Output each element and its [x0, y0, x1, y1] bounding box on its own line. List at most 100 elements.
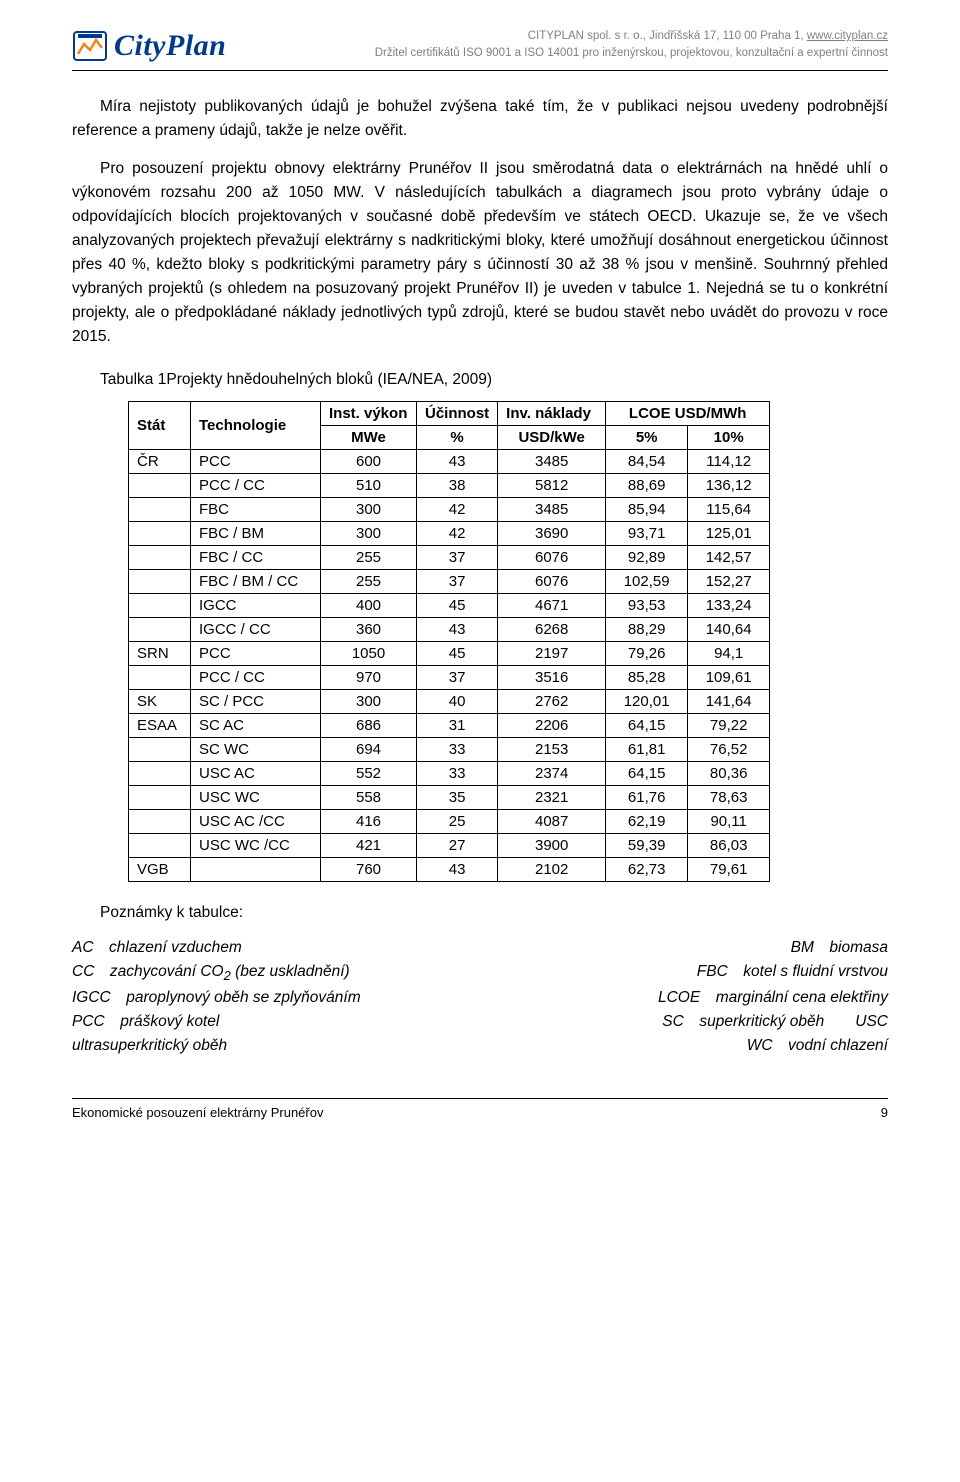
company-url-link[interactable]: www.cityplan.cz — [807, 30, 888, 42]
table-cell: 94,1 — [688, 642, 770, 666]
table-cell: 114,12 — [688, 450, 770, 474]
table-cell: VGB — [129, 858, 191, 882]
table-cell: 421 — [321, 834, 417, 858]
table-cell: 88,29 — [606, 618, 688, 642]
table-row: SRNPCC105045219779,2694,1 — [129, 642, 770, 666]
table-cell: 686 — [321, 714, 417, 738]
table-cell: USC AC — [191, 762, 321, 786]
table-cell — [129, 666, 191, 690]
table-cell: 102,59 — [606, 570, 688, 594]
table-row: IGCC / CC36043626888,29140,64 — [129, 618, 770, 642]
table-cell: 970 — [321, 666, 417, 690]
table-cell — [191, 858, 321, 882]
table-cell: 4671 — [498, 594, 606, 618]
legend-right: BM biomasa — [791, 936, 888, 960]
table-cell: 255 — [321, 546, 417, 570]
logo-block: CityPlan — [72, 28, 226, 64]
table-cell: ESAA — [129, 714, 191, 738]
table-row: FBC / BM30042369093,71125,01 — [129, 522, 770, 546]
table-cell: 2102 — [498, 858, 606, 882]
th-5pct: 5% — [606, 426, 688, 450]
table-row: USC AC55233237464,1580,36 — [129, 762, 770, 786]
legend-left: PCC práškový kotel — [72, 1010, 219, 1034]
table-cell: IGCC — [191, 594, 321, 618]
legend-left: CC zachycování CO2 (bez uskladnění) — [72, 960, 350, 986]
table-cell: 61,76 — [606, 786, 688, 810]
table-cell: PCC / CC — [191, 666, 321, 690]
table-cell: 3900 — [498, 834, 606, 858]
th-stat: Stát — [129, 402, 191, 450]
th-inv: Inv. náklady — [498, 402, 606, 426]
table-cell: 400 — [321, 594, 417, 618]
table-cell: 3485 — [498, 450, 606, 474]
table-cell: FBC / CC — [191, 546, 321, 570]
legend-line: ultrasuperkritický oběhWC vodní chlazení — [72, 1034, 888, 1058]
table-cell: 85,28 — [606, 666, 688, 690]
legend-line: PCC práškový kotel SC superkritický oběh … — [72, 1010, 888, 1034]
cert-line: Držitel certifikátů ISO 9001 a ISO 14001… — [375, 45, 888, 62]
table-cell: 109,61 — [688, 666, 770, 690]
legend-right: WC vodní chlazení — [747, 1034, 888, 1058]
legend-right: SC superkritický oběh USC — [662, 1010, 888, 1034]
table-cell: 25 — [417, 810, 498, 834]
table-body: ČRPCC60043348584,54114,12PCC / CC5103858… — [129, 450, 770, 882]
table-cell: 136,12 — [688, 474, 770, 498]
header-meta: CITYPLAN spol. s r. o., Jindřišská 17, 1… — [375, 28, 888, 61]
table-cell: 79,61 — [688, 858, 770, 882]
table-cell: 37 — [417, 666, 498, 690]
table-head-row-1: Stát Technologie Inst. výkon Účinnost In… — [129, 402, 770, 426]
table-cell: 4087 — [498, 810, 606, 834]
table-cell: 84,54 — [606, 450, 688, 474]
page-footer: Ekonomické posouzení elektrárny Prunéřov… — [72, 1098, 888, 1120]
table-cell: 125,01 — [688, 522, 770, 546]
projects-table: Stát Technologie Inst. výkon Účinnost In… — [128, 401, 770, 882]
table-cell: 93,71 — [606, 522, 688, 546]
body-text: Míra nejistoty publikovaných údajů je bo… — [72, 95, 888, 349]
table-cell: 760 — [321, 858, 417, 882]
table-cell: PCC — [191, 450, 321, 474]
table-cell: 43 — [417, 858, 498, 882]
th-tech: Technologie — [191, 402, 321, 450]
legend-left: AC chlazení vzduchem — [72, 936, 242, 960]
paragraph-1: Míra nejistoty publikovaných údajů je bo… — [72, 95, 888, 143]
table-cell: SC AC — [191, 714, 321, 738]
th-pct: % — [417, 426, 498, 450]
table-cell: 120,01 — [606, 690, 688, 714]
table-cell: 43 — [417, 450, 498, 474]
table-cell: 2153 — [498, 738, 606, 762]
table-row: SKSC / PCC300402762120,01141,64 — [129, 690, 770, 714]
table-row: PCC / CC97037351685,28109,61 — [129, 666, 770, 690]
table-cell: 45 — [417, 642, 498, 666]
table-row: FBC30042348585,94115,64 — [129, 498, 770, 522]
table-cell: SC / PCC — [191, 690, 321, 714]
table-cell: 31 — [417, 714, 498, 738]
table-cell: 90,11 — [688, 810, 770, 834]
table-cell: 76,52 — [688, 738, 770, 762]
table-cell — [129, 738, 191, 762]
table-row: FBC / BM / CC255376076102,59152,27 — [129, 570, 770, 594]
table-row: IGCC40045467193,53133,24 — [129, 594, 770, 618]
table-cell: 2762 — [498, 690, 606, 714]
table-row: ČRPCC60043348584,54114,12 — [129, 450, 770, 474]
legend-right: LCOE marginální cena elektřiny — [658, 986, 888, 1010]
table-cell: SC WC — [191, 738, 321, 762]
table-cell: 42 — [417, 498, 498, 522]
legend-right: FBC kotel s fluidní vrstvou — [697, 960, 888, 986]
table-cell: 6268 — [498, 618, 606, 642]
table-cell: 79,26 — [606, 642, 688, 666]
legend-line: CC zachycování CO2 (bez uskladnění) FBC k… — [72, 960, 888, 986]
table-row: SC WC69433215361,8176,52 — [129, 738, 770, 762]
table-cell: 61,81 — [606, 738, 688, 762]
table-cell: 80,36 — [688, 762, 770, 786]
table-cell: 142,57 — [688, 546, 770, 570]
table-cell: 43 — [417, 618, 498, 642]
table-cell — [129, 522, 191, 546]
company-address-line: CITYPLAN spol. s r. o., Jindřišská 17, 1… — [375, 28, 888, 45]
table-cell: 510 — [321, 474, 417, 498]
legend-line: AC chlazení vzduchem BM biomasa — [72, 936, 888, 960]
table-cell: 45 — [417, 594, 498, 618]
table-cell: 300 — [321, 498, 417, 522]
table-caption: Tabulka 1Projekty hnědouhelných bloků (I… — [100, 371, 888, 389]
table-cell: 140,64 — [688, 618, 770, 642]
table-cell — [129, 594, 191, 618]
